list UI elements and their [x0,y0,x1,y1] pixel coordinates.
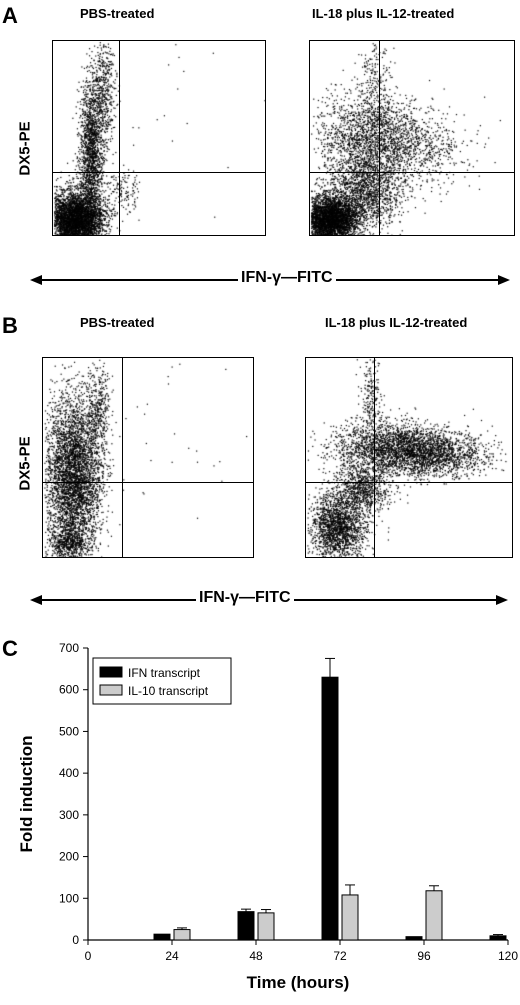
bar [405,936,423,941]
panel-a-il18-il12-scatter [309,40,515,236]
x-tick-label: 96 [417,949,431,963]
y-tick-label: 600 [59,683,79,697]
panel-b-left-title: PBS-treated [80,315,155,330]
panel-a-left-title: PBS-treated [80,6,155,21]
vertical-gate-line [122,358,124,557]
bar [257,912,275,941]
panel-letter-b: B [2,313,18,338]
scatter-dots [310,41,514,235]
y-tick-label: 700 [59,641,79,655]
panel-b-il18-il12-scatter [305,357,513,558]
y-tick-label: 300 [59,808,79,822]
bar [425,890,443,941]
vertical-gate-line [374,358,376,557]
legend-label: IL-10 transcript [128,684,209,698]
scatter-dots [43,358,253,557]
y-tick-label: 0 [72,933,79,947]
scatter-dots [53,41,265,235]
y-tick-label: 100 [59,891,79,905]
bar [173,929,191,941]
panel-a-right-title: IL-18 plus IL-12-treated [312,6,455,21]
horizontal-gate-line [306,482,512,484]
scatter-dots [306,358,512,557]
fold-induction-bar-chart: 0 100 200 300 400 500 600 700 0 24 48 72 96 120 IFN tr… [17,641,518,992]
x-tick-label: 0 [85,949,92,963]
legend-box [92,657,232,705]
legend-label: IFN transcript [128,666,201,680]
vertical-gate-line [379,41,381,235]
bar [321,676,339,941]
vertical-gate-line [119,41,121,235]
panel-a-pbs-scatter [52,40,266,236]
x-tick-label: 72 [333,949,347,963]
horizontal-gate-line [53,172,265,174]
bar [237,911,255,941]
panel-b-right-title: IL-18 plus IL-12-treated [325,315,468,330]
panel-b-x-axis-label: IFN-γ—FITC [196,589,294,607]
bar [341,894,359,941]
panel-a-y-axis-label: DX5-PE [16,121,34,176]
legend-swatch [99,666,123,678]
panel-letter-c: C [2,636,18,661]
legend-swatch [99,684,123,696]
panel-b-pbs-scatter [42,357,254,558]
panel-a-x-axis-label: IFN-γ—FITC [238,269,336,287]
panel-letter-a: A [2,3,18,28]
horizontal-gate-line [43,482,253,484]
y-tick-label: 400 [59,766,79,780]
x-axis-label: Time (hours) [247,973,350,992]
bar [489,935,507,941]
horizontal-gate-line [310,172,514,174]
x-tick-label: 48 [249,949,263,963]
x-tick-label: 24 [165,949,179,963]
panel-b-y-axis-label: DX5-PE [16,436,34,491]
y-tick-label: 500 [59,724,79,738]
y-tick-label: 200 [59,850,79,864]
x-tick-label: 120 [498,949,518,963]
y-axis-label: Fold induction [17,735,36,852]
bar [153,933,171,941]
